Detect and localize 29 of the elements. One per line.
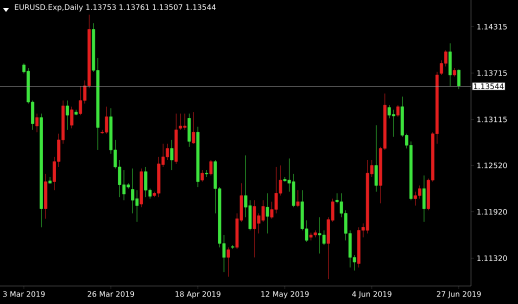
candlestick — [192, 112, 196, 144]
candlestick — [122, 170, 126, 200]
candlestick — [374, 124, 378, 192]
candlestick — [322, 230, 326, 246]
candlestick — [448, 43, 452, 87]
candlestick — [70, 106, 74, 129]
candlestick — [396, 104, 400, 117]
candlestick — [457, 69, 460, 90]
candlestick — [78, 86, 82, 116]
candlestick — [188, 113, 191, 148]
candlestick — [318, 216, 322, 254]
candlestick — [131, 168, 134, 214]
candlestick — [183, 113, 186, 130]
candlestick — [48, 176, 52, 184]
candlestick — [252, 200, 256, 258]
candlestick — [422, 175, 426, 222]
candlestick — [266, 192, 270, 234]
candlestick — [178, 113, 182, 130]
candlestick — [170, 140, 174, 170]
candlestick — [309, 232, 313, 241]
candlestick — [226, 247, 230, 277]
candlestick — [135, 190, 139, 222]
candlestick — [209, 160, 213, 176]
candlestick — [200, 170, 204, 182]
candlestick — [292, 174, 296, 208]
candlestick — [104, 106, 108, 134]
candlestick — [296, 190, 300, 208]
candlestick — [35, 113, 39, 132]
candlestick — [66, 100, 69, 130]
